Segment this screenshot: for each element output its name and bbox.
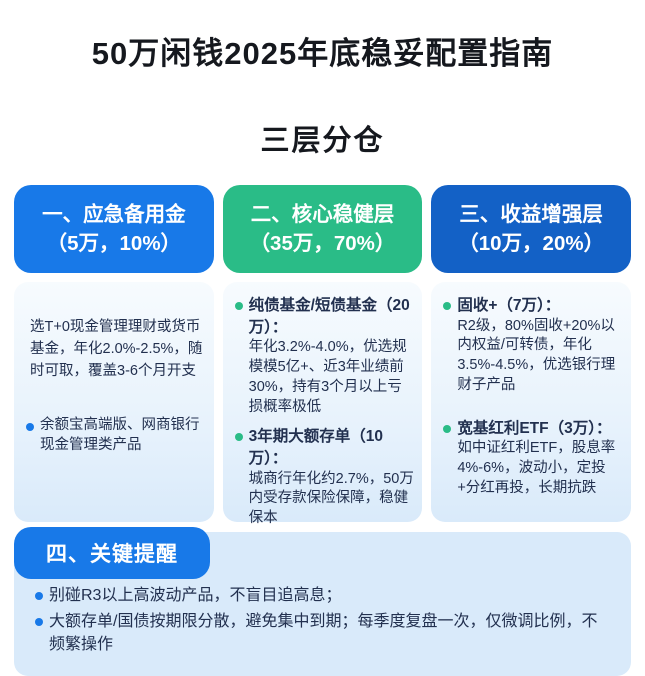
page-title: 50万闲钱2025年底稳妥配置指南 bbox=[91, 36, 554, 71]
bullet-body: 城商行年化约2.7%，50万内受存款保险保障，稳健保本 bbox=[248, 470, 414, 527]
key-reminders-badge: 四、关键提醒 bbox=[14, 527, 210, 579]
bullet-title: 固收+（7万）： bbox=[457, 297, 561, 314]
bullet-body: R2级，80%固收+20%以内权益/可转债，年化3.5%-4.5%，优选银行理财… bbox=[457, 317, 616, 393]
bullet-dot-icon bbox=[234, 302, 243, 310]
list-item: 纯债基金/短债基金（20万）： 年化3.2%-4.0%，优选规模模5亿+、近3年… bbox=[234, 295, 415, 417]
bullet-body: 余额宝高端版、网商银行现金管理类产品 bbox=[40, 417, 200, 453]
tier1-header-line2: （5万，10%） bbox=[46, 232, 182, 255]
bullet-title: 3年期大额存单（10万）： bbox=[248, 428, 384, 467]
bullet-dot-icon bbox=[234, 433, 243, 442]
bullet-dot-icon bbox=[443, 424, 452, 433]
column-core-stable: 二、核心稳健层 （35万，70%） 纯债基金/短债基金（20万）： 年化3.2%… bbox=[222, 185, 423, 596]
bullet-body: 年化3.2%-4.0%，优选规模模5亿+、近3年业绩前30%，持有3个月以上亏损… bbox=[248, 339, 407, 415]
reminder-item: 大额存单/国债按期限分散，避免集中到期；每季度复盘一次，仅微调比例，不频繁操作 bbox=[49, 613, 598, 654]
bullet-dot-icon bbox=[26, 423, 34, 432]
bullet-dot-icon bbox=[35, 592, 43, 600]
tier2-card: 纯债基金/短债基金（20万）： 年化3.2%-4.0%，优选规模模5亿+、近3年… bbox=[222, 282, 423, 596]
reminder-item: 别碰R3以上高波动产品，不盲目追高息； bbox=[49, 587, 342, 604]
tier3-header: 三、收益增强层 （10万，20%） bbox=[431, 185, 631, 273]
bullet-dot-icon bbox=[35, 618, 43, 627]
tier3-card: 固收+（7万）： R2级，80%固收+20%以内权益/可转债，年化3.5%-4.… bbox=[431, 282, 631, 522]
key-reminders-section: 四、关键提醒 别碰R3以上高波动产品，不盲目追高息； 大额存单/国债按期限分散，… bbox=[14, 527, 631, 676]
list-item: 别碰R3以上高波动产品，不盲目追高息； bbox=[34, 584, 613, 607]
tier2-header-line1: 二、核心稳健层 bbox=[250, 202, 395, 226]
list-item: 余额宝高端版、网商银行现金管理类产品 bbox=[25, 416, 206, 455]
bullet-title: 纯债基金/短债基金（20万）： bbox=[248, 297, 410, 336]
list-item: 宽基红利ETF（3万）： 如中证红利ETF，股息率4%-6%，波动小，定投+分红… bbox=[442, 418, 623, 499]
bullet-title: 宽基红利ETF（3万）： bbox=[457, 419, 612, 437]
tier3-header-line2: （10万，20%） bbox=[458, 232, 605, 255]
list-item: 固收+（7万）： R2级，80%固收+20%以内权益/可转债，年化3.5%-4.… bbox=[442, 295, 623, 396]
tier1-intro: 选T+0现金管理理财或货币基金，年化2.0%-2.5%，随时可取，覆盖3-6个月… bbox=[30, 319, 203, 379]
tier3-header-line1: 三、收益增强层 bbox=[459, 202, 603, 226]
tier1-card: 选T+0现金管理理财或货币基金，年化2.0%-2.5%，随时可取，覆盖3-6个月… bbox=[14, 282, 214, 522]
list-item: 大额存单/国债按期限分散，避免集中到期；每季度复盘一次，仅微调比例，不频繁操作 bbox=[34, 610, 613, 656]
tier1-header: 一、应急备用金 （5万，10%） bbox=[14, 185, 214, 273]
bullet-dot-icon bbox=[443, 302, 452, 310]
tier2-header: 二、核心稳健层 （35万，70%） bbox=[222, 185, 423, 273]
list-item: 3年期大额存单（10万）： 城商行年化约2.7%，50万内受存款保险保障，稳健保… bbox=[234, 426, 415, 529]
allocation-columns: 一、应急备用金 （5万，10%） 选T+0现金管理理财或货币基金，年化2.0%-… bbox=[0, 185, 645, 596]
column-yield-enhance: 三、收益增强层 （10万，20%） 固收+（7万）： R2级，80%固收+20%… bbox=[431, 185, 631, 522]
tier1-header-line1: 一、应急备用金 bbox=[42, 202, 186, 226]
tier2-header-line2: （35万，70%） bbox=[249, 232, 396, 255]
column-emergency-fund: 一、应急备用金 （5万，10%） 选T+0现金管理理财或货币基金，年化2.0%-… bbox=[14, 185, 214, 522]
page-subtitle: 三层分仓 bbox=[260, 125, 385, 157]
bullet-body: 如中证红利ETF，股息率4%-6%，波动小，定投+分红再投，长期抗跌 bbox=[457, 440, 616, 496]
